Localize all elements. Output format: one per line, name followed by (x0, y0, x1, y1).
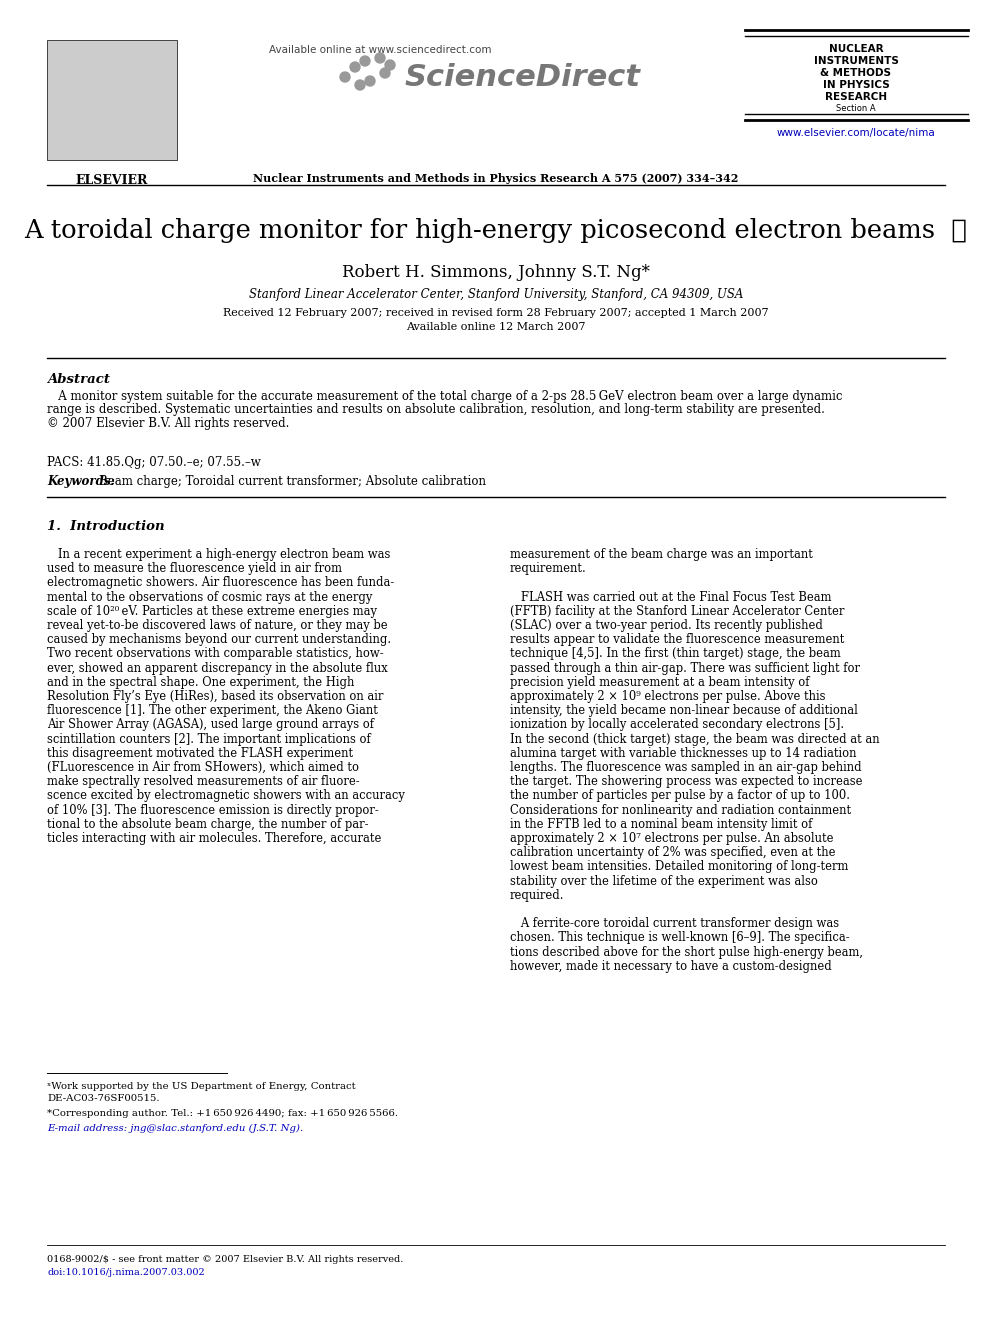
Text: In the second (thick target) stage, the beam was directed at an: In the second (thick target) stage, the … (510, 733, 880, 746)
Text: of 10% [3]. The fluorescence emission is directly propor-: of 10% [3]. The fluorescence emission is… (47, 803, 379, 816)
Text: PACS: 41.85.Qg; 07.50.–e; 07.55.–w: PACS: 41.85.Qg; 07.50.–e; 07.55.–w (47, 456, 261, 468)
Circle shape (355, 79, 365, 90)
Text: 0168-9002/$ - see front matter © 2007 Elsevier B.V. All rights reserved.: 0168-9002/$ - see front matter © 2007 El… (47, 1256, 404, 1263)
Text: RESEARCH: RESEARCH (825, 93, 887, 102)
Text: ELSEVIER: ELSEVIER (75, 175, 148, 187)
Text: Received 12 February 2007; received in revised form 28 February 2007; accepted 1: Received 12 February 2007; received in r… (223, 308, 769, 318)
Text: this disagreement motivated the FLASH experiment: this disagreement motivated the FLASH ex… (47, 746, 353, 759)
Text: DE-AC03-76SF00515.: DE-AC03-76SF00515. (47, 1094, 160, 1103)
Circle shape (360, 56, 370, 66)
Text: Section A: Section A (836, 105, 876, 112)
Circle shape (385, 60, 395, 70)
Text: Resolution Fly’s Eye (HiRes), based its observation on air: Resolution Fly’s Eye (HiRes), based its … (47, 691, 383, 703)
Text: Nuclear Instruments and Methods in Physics Research A 575 (2007) 334–342: Nuclear Instruments and Methods in Physi… (253, 173, 739, 184)
Text: stability over the lifetime of the experiment was also: stability over the lifetime of the exper… (510, 875, 817, 888)
Text: precision yield measurement at a beam intensity of: precision yield measurement at a beam in… (510, 676, 809, 689)
Text: FLASH was carried out at the Final Focus Test Beam: FLASH was carried out at the Final Focus… (510, 590, 831, 603)
Text: Considerations for nonlinearity and radiation containment: Considerations for nonlinearity and radi… (510, 803, 851, 816)
Text: INSTRUMENTS: INSTRUMENTS (813, 56, 899, 66)
Text: tions described above for the short pulse high-energy beam,: tions described above for the short puls… (510, 946, 863, 959)
Text: A ferrite-core toroidal current transformer design was: A ferrite-core toroidal current transfor… (510, 917, 839, 930)
Text: In a recent experiment a high-energy electron beam was: In a recent experiment a high-energy ele… (47, 548, 391, 561)
Text: tional to the absolute beam charge, the number of par-: tional to the absolute beam charge, the … (47, 818, 368, 831)
Text: © 2007 Elsevier B.V. All rights reserved.: © 2007 Elsevier B.V. All rights reserved… (47, 417, 290, 430)
FancyBboxPatch shape (47, 40, 177, 160)
Text: 1.  Introduction: 1. Introduction (47, 520, 165, 533)
Text: Beam charge; Toroidal current transformer; Absolute calibration: Beam charge; Toroidal current transforme… (99, 475, 486, 488)
Text: doi:10.1016/j.nima.2007.03.002: doi:10.1016/j.nima.2007.03.002 (47, 1267, 204, 1277)
Text: and in the spectral shape. One experiment, the High: and in the spectral shape. One experimen… (47, 676, 354, 689)
Text: results appear to validate the fluorescence measurement: results appear to validate the fluoresce… (510, 634, 844, 646)
Text: Available online 12 March 2007: Available online 12 March 2007 (407, 321, 585, 332)
Text: Two recent observations with comparable statistics, how-: Two recent observations with comparable … (47, 647, 384, 660)
Text: lengths. The fluorescence was sampled in an air-gap behind: lengths. The fluorescence was sampled in… (510, 761, 862, 774)
Text: scale of 10²⁰ eV. Particles at these extreme energies may: scale of 10²⁰ eV. Particles at these ext… (47, 605, 377, 618)
Text: required.: required. (510, 889, 564, 902)
Text: ticles interacting with air molecules. Therefore, accurate: ticles interacting with air molecules. T… (47, 832, 381, 845)
Text: A monitor system suitable for the accurate measurement of the total charge of a : A monitor system suitable for the accura… (47, 390, 842, 404)
Text: electromagnetic showers. Air fluorescence has been funda-: electromagnetic showers. Air fluorescenc… (47, 577, 394, 590)
Text: alumina target with variable thicknesses up to 14 radiation: alumina target with variable thicknesses… (510, 746, 856, 759)
Text: A toroidal charge monitor for high-energy picosecond electron beams  ☆: A toroidal charge monitor for high-energ… (25, 218, 967, 243)
Text: calibration uncertainty of 2% was specified, even at the: calibration uncertainty of 2% was specif… (510, 847, 835, 859)
Text: the target. The showering process was expected to increase: the target. The showering process was ex… (510, 775, 862, 789)
Text: IN PHYSICS: IN PHYSICS (822, 79, 890, 90)
Text: approximately 2 × 10⁹ electrons per pulse. Above this: approximately 2 × 10⁹ electrons per puls… (510, 691, 825, 703)
Text: (SLAC) over a two-year period. Its recently published: (SLAC) over a two-year period. Its recen… (510, 619, 823, 632)
Text: Abstract: Abstract (47, 373, 110, 386)
Text: reveal yet-to-be discovered laws of nature, or they may be: reveal yet-to-be discovered laws of natu… (47, 619, 388, 632)
Text: scintillation counters [2]. The important implications of: scintillation counters [2]. The importan… (47, 733, 371, 746)
Text: Stanford Linear Accelerator Center, Stanford University, Stanford, CA 94309, USA: Stanford Linear Accelerator Center, Stan… (249, 288, 743, 302)
Text: chosen. This technique is well-known [6–9]. The specifica-: chosen. This technique is well-known [6–… (510, 931, 849, 945)
Text: requirement.: requirement. (510, 562, 586, 576)
Text: scence excited by electromagnetic showers with an accuracy: scence excited by electromagnetic shower… (47, 790, 405, 803)
Text: NUCLEAR: NUCLEAR (828, 44, 883, 54)
Text: however, made it necessary to have a custom-designed: however, made it necessary to have a cus… (510, 959, 831, 972)
Text: approximately 2 × 10⁷ electrons per pulse. An absolute: approximately 2 × 10⁷ electrons per puls… (510, 832, 833, 845)
Circle shape (365, 75, 375, 86)
Text: Air Shower Array (AGASA), used large ground arrays of: Air Shower Array (AGASA), used large gro… (47, 718, 374, 732)
Text: & METHODS: & METHODS (820, 67, 892, 78)
Text: (FFTB) facility at the Stanford Linear Accelerator Center: (FFTB) facility at the Stanford Linear A… (510, 605, 844, 618)
Text: ionization by locally accelerated secondary electrons [5].: ionization by locally accelerated second… (510, 718, 844, 732)
Text: technique [4,5]. In the first (thin target) stage, the beam: technique [4,5]. In the first (thin targ… (510, 647, 841, 660)
Text: make spectrally resolved measurements of air fluore-: make spectrally resolved measurements of… (47, 775, 360, 789)
Text: fluorescence [1]. The other experiment, the Akeno Giant: fluorescence [1]. The other experiment, … (47, 704, 378, 717)
Text: the number of particles per pulse by a factor of up to 100.: the number of particles per pulse by a f… (510, 790, 850, 803)
Text: range is described. Systematic uncertainties and results on absolute calibration: range is described. Systematic uncertain… (47, 404, 825, 417)
Text: ScienceDirect: ScienceDirect (405, 64, 641, 93)
Text: Keywords:: Keywords: (47, 475, 115, 488)
Text: ever, showed an apparent discrepancy in the absolute flux: ever, showed an apparent discrepancy in … (47, 662, 388, 675)
Text: mental to the observations of cosmic rays at the energy: mental to the observations of cosmic ray… (47, 590, 372, 603)
Text: Robert H. Simmons, Johnny S.T. Ng*: Robert H. Simmons, Johnny S.T. Ng* (342, 265, 650, 280)
Text: *Corresponding author. Tel.: +1 650 926 4490; fax: +1 650 926 5566.: *Corresponding author. Tel.: +1 650 926 … (47, 1109, 398, 1118)
Text: passed through a thin air-gap. There was sufficient light for: passed through a thin air-gap. There was… (510, 662, 860, 675)
Text: ˣWork supported by the US Department of Energy, Contract: ˣWork supported by the US Department of … (47, 1082, 355, 1091)
Text: (FLuorescence in Air from SHowers), which aimed to: (FLuorescence in Air from SHowers), whic… (47, 761, 359, 774)
Circle shape (380, 67, 390, 78)
Text: www.elsevier.com/locate/nima: www.elsevier.com/locate/nima (777, 128, 935, 138)
Circle shape (375, 53, 385, 64)
Text: in the FFTB led to a nominal beam intensity limit of: in the FFTB led to a nominal beam intens… (510, 818, 812, 831)
Text: intensity, the yield became non-linear because of additional: intensity, the yield became non-linear b… (510, 704, 858, 717)
Circle shape (340, 71, 350, 82)
Text: E-mail address: jng@slac.stanford.edu (J.S.T. Ng).: E-mail address: jng@slac.stanford.edu (J… (47, 1125, 304, 1132)
Text: Available online at www.sciencedirect.com: Available online at www.sciencedirect.co… (269, 45, 491, 56)
Text: caused by mechanisms beyond our current understanding.: caused by mechanisms beyond our current … (47, 634, 391, 646)
Text: used to measure the fluorescence yield in air from: used to measure the fluorescence yield i… (47, 562, 342, 576)
Circle shape (350, 62, 360, 71)
Text: lowest beam intensities. Detailed monitoring of long-term: lowest beam intensities. Detailed monito… (510, 860, 848, 873)
Text: measurement of the beam charge was an important: measurement of the beam charge was an im… (510, 548, 812, 561)
